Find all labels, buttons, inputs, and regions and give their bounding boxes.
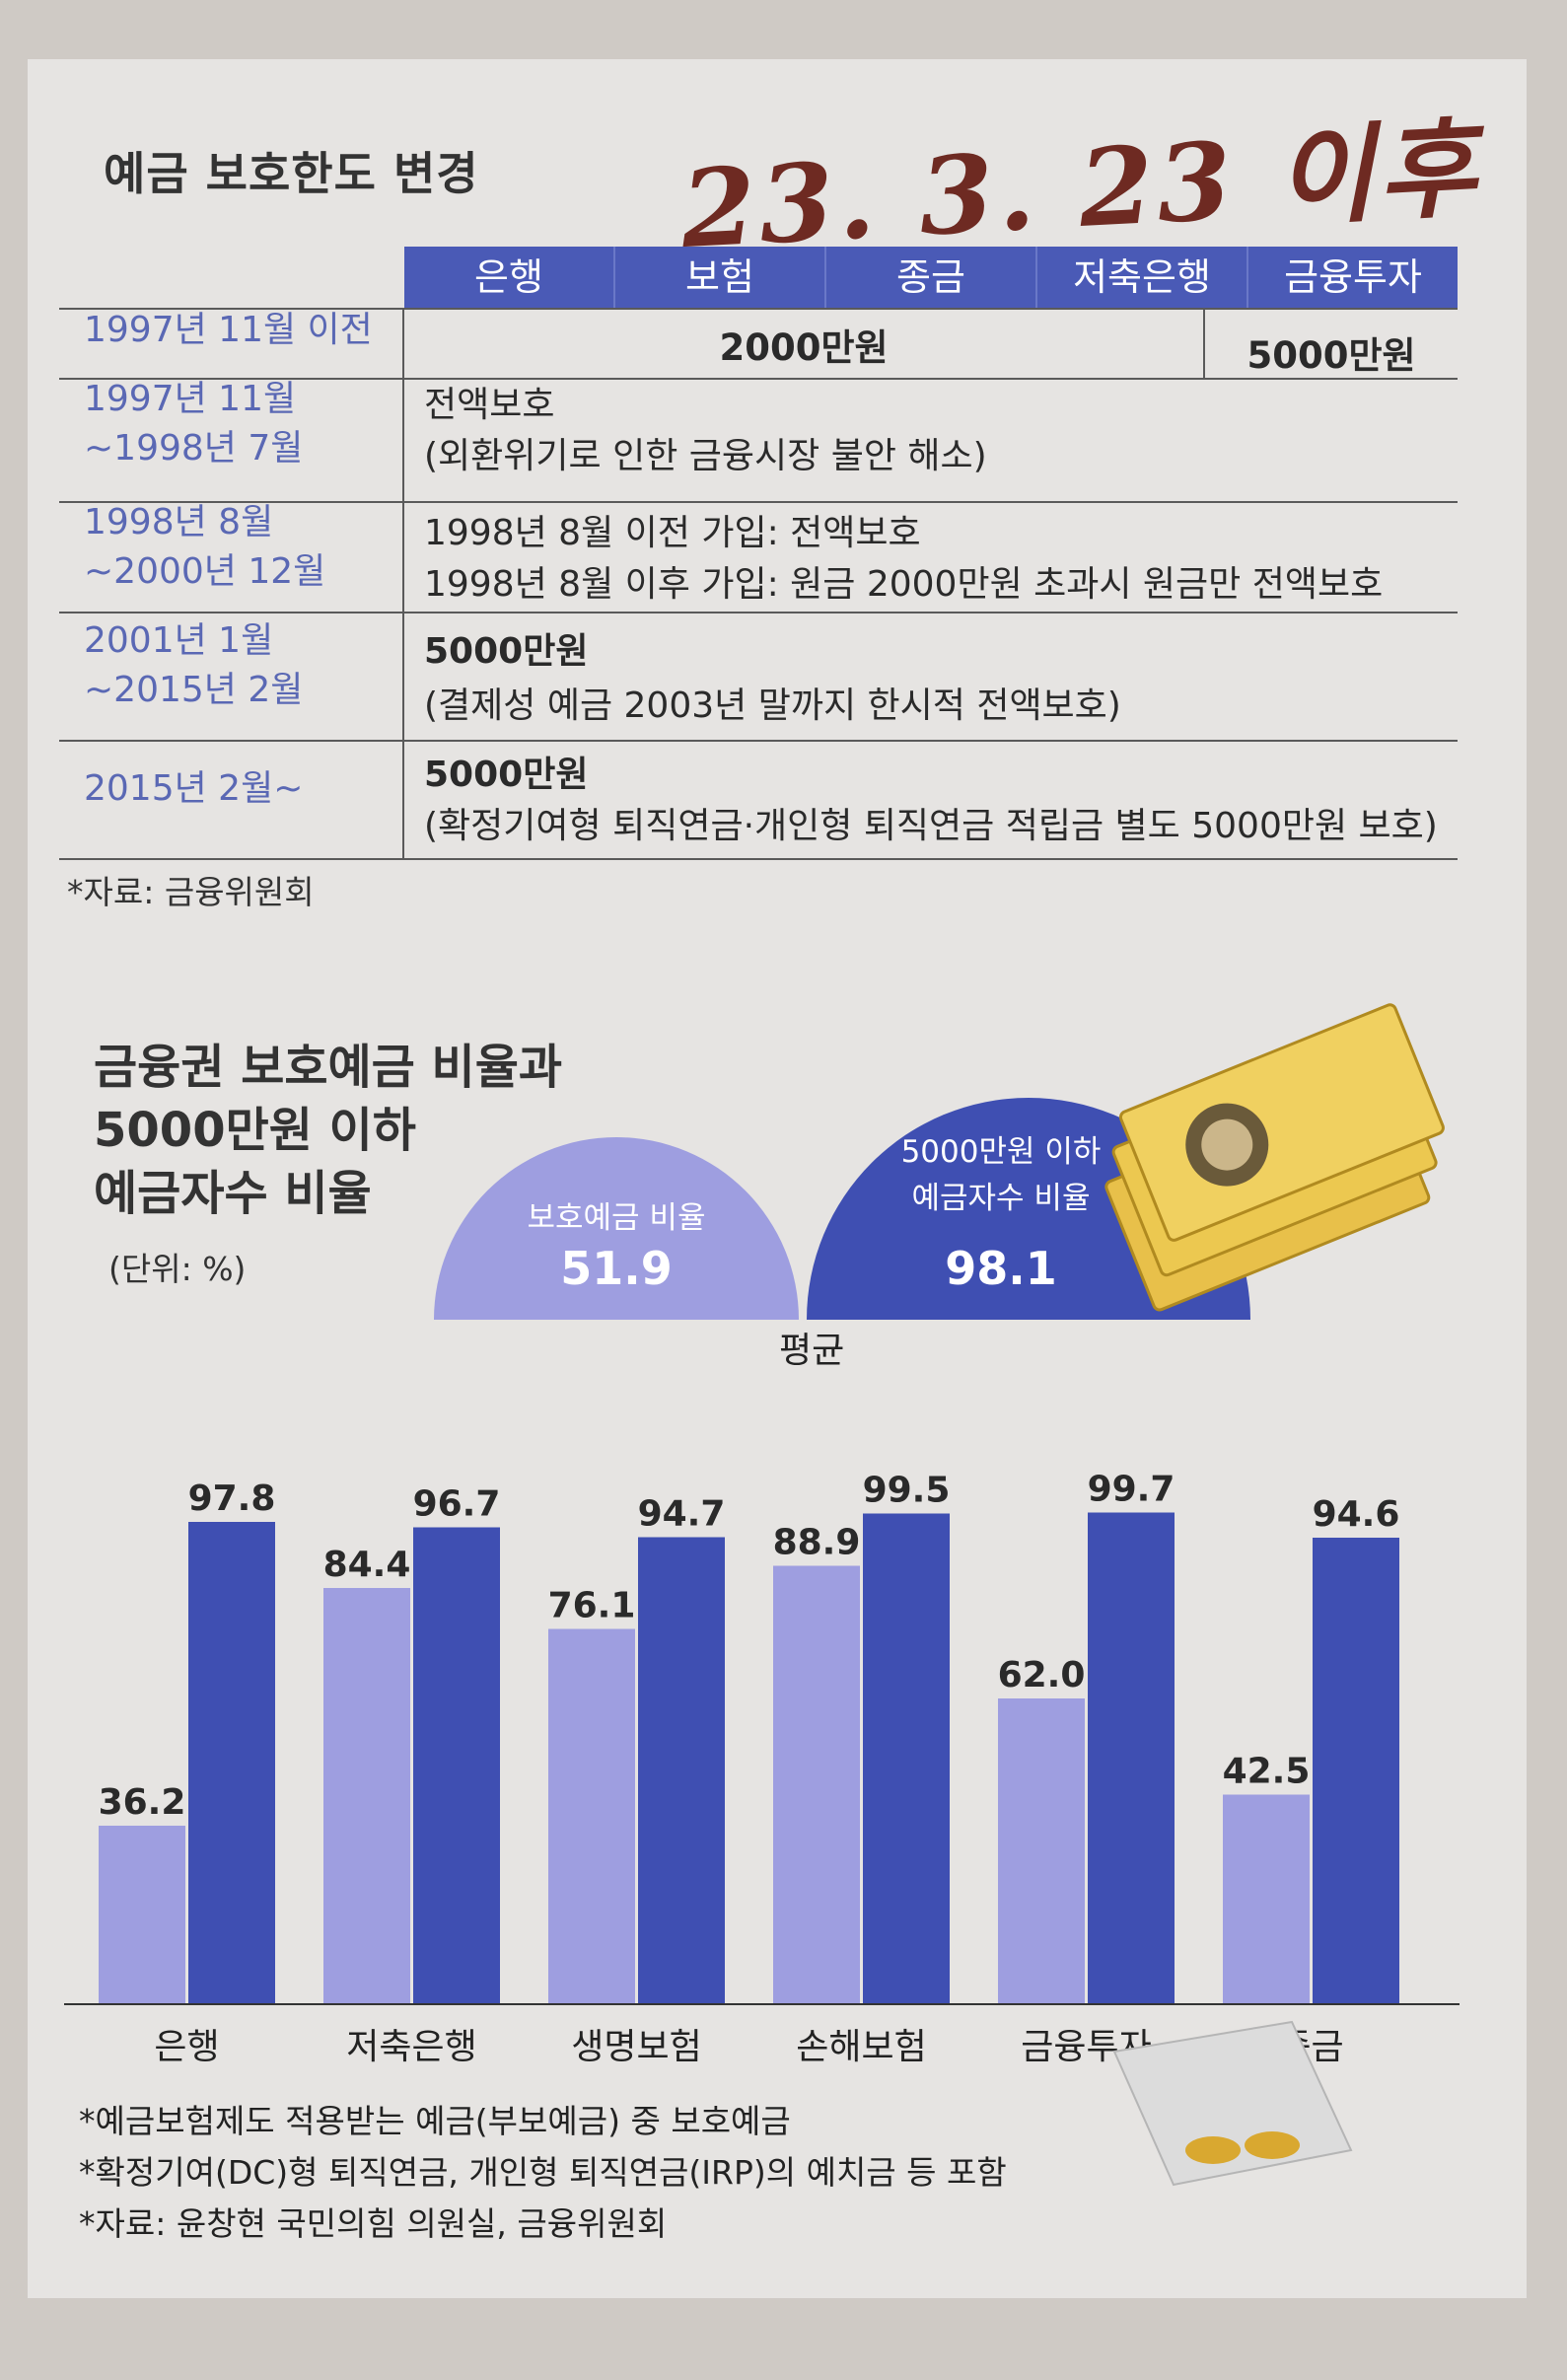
average-graphic: 보호예금 비율 51.9 5000만원 이하 예금자수 비율 98.1 (434, 1003, 1445, 1320)
table-cell: 5000만원 (1246, 334, 1416, 377)
protected-label: 보호예금 비율 (528, 1200, 706, 1236)
row-divider (59, 858, 1458, 860)
bar (323, 1588, 410, 2004)
chart-unit: (단위: %) (108, 1250, 247, 1288)
row-period: 2015년 2월~ (84, 768, 304, 809)
bar (1313, 1538, 1399, 2004)
data-label: 99.7 (1088, 1470, 1175, 1510)
category-label: 생명보험 (571, 2027, 701, 2067)
bar (413, 1527, 500, 2004)
category-label: 손해보험 (796, 2027, 926, 2067)
data-label: 97.8 (188, 1478, 276, 1519)
chart-title-line: 5000만원 이하 (94, 1103, 416, 1158)
column-divider (1203, 308, 1205, 378)
bar (188, 1522, 275, 2004)
depositor-label-line: 5000만원 이하 (901, 1134, 1102, 1170)
data-label: 94.6 (1313, 1494, 1400, 1535)
row-divider (59, 308, 1458, 310)
row-divider (59, 740, 1458, 742)
row-desc-1: 5000만원 (424, 631, 589, 672)
table-source: *자료: 금융위원회 (67, 873, 315, 911)
column-divider (402, 308, 404, 858)
row-period: 2001년 1월 ~2015년 2월 (84, 620, 304, 710)
bars-group: 36.2 97.8 84.496.7 76.1 94.7 88.999.5 62.0 99.7… (99, 1470, 1400, 2004)
bar-chart: 36.2 97.8 84.496.7 76.1 94.7 88.999.5 62.0 99.7… (64, 1470, 1460, 2067)
bar (548, 1628, 635, 2004)
chart-title-line: 금융권 보호예금 비율과 (94, 1040, 563, 1095)
data-label: 42.5 (1223, 1752, 1311, 1792)
category-label: 저축은행 (346, 2027, 476, 2067)
protected-value: 51.9 (560, 1242, 673, 1295)
category-labels: 은행 저축은행 생명보험 손해보험 금융투자 종금 (154, 2027, 1343, 2067)
note-line: *자료: 윤창현 국민의힘 의원실, 금융위원회 (79, 2204, 668, 2243)
row-desc-2: (확정기여형 퇴직연금·개인형 퇴직연금 적립금 별도 5000만원 보호) (424, 806, 1438, 846)
protected-semicircle (434, 1137, 799, 1320)
column-header: 금융투자 (1284, 255, 1422, 299)
data-label: 96.7 (413, 1484, 501, 1525)
row-desc-1: 5000만원 (424, 755, 589, 795)
bar (99, 1826, 185, 2004)
category-label: 은행 (154, 2027, 219, 2067)
table-cell: 2000만원 (719, 326, 889, 369)
note-line: *확정기여(DC)형 퇴직연금, 개인형 퇴직연금(IRP)의 예치금 등 포함 (79, 2153, 1007, 2192)
column-header: 은행 (404, 247, 615, 308)
chart-title: 금융권 보호예금 비율과 5000만원 이하 예금자수 비율 (94, 1036, 562, 1225)
table-title: 예금 보호한도 변경 (104, 147, 479, 200)
bar (773, 1565, 860, 2004)
row-divider (59, 612, 1458, 613)
row-desc-2: (외환위기로 인한 금융시장 불안 해소) (424, 436, 987, 476)
chart-notes: *예금보험제도 적용받는 예금(부보예금) 중 보호예금 *확정기여(DC)형 … (79, 2096, 1007, 2250)
data-label: 84.4 (323, 1545, 411, 1585)
bar (638, 1537, 725, 2004)
row-desc-2: 1998년 8월 이후 가입: 원금 2000만원 초과시 원금만 전액보호 (424, 564, 1384, 605)
row-period: 1998년 8월 ~2000년 12월 (84, 502, 326, 592)
row-period: 1997년 11월 ~1998년 7월 (84, 379, 304, 469)
data-label: 99.5 (863, 1471, 951, 1511)
row-desc-1: 전액보호 (424, 385, 555, 425)
data-label: 76.1 (548, 1586, 636, 1626)
row-desc-2: (결제성 예금 2003년 말까지 한시적 전액보호) (424, 685, 1121, 726)
column-header: 종금 (826, 247, 1037, 308)
bar (863, 1513, 950, 2004)
depositor-label-line: 예금자수 비율 (912, 1181, 1091, 1216)
bar (1223, 1794, 1310, 2004)
column-header: 저축은행 (1037, 247, 1248, 308)
data-label: 62.0 (998, 1655, 1086, 1695)
column-header: 보험 (615, 247, 826, 308)
note-line: *예금보험제도 적용받는 예금(부보예금) 중 보호예금 (79, 2102, 791, 2140)
data-label: 88.9 (773, 1523, 861, 1563)
row-desc-1: 1998년 8월 이전 가입: 전액보호 (424, 513, 921, 553)
row-divider (59, 501, 1458, 503)
depositor-value: 98.1 (945, 1242, 1057, 1295)
data-label: 94.7 (638, 1494, 726, 1535)
bar (1088, 1512, 1175, 2004)
chart-title-line: 예금자수 비율 (94, 1166, 372, 1221)
data-label: 36.2 (99, 1782, 186, 1823)
banknotes-illustration (1104, 1003, 1445, 1312)
coins-illustration (1112, 2020, 1353, 2187)
row-divider (59, 378, 1458, 380)
average-label: 평균 (779, 1331, 845, 1371)
bar (998, 1698, 1085, 2004)
row-period: 1997년 11월 이전 (84, 310, 373, 350)
table-header: 은행 보험 종금 저축은행 금융투자 (404, 247, 1458, 308)
